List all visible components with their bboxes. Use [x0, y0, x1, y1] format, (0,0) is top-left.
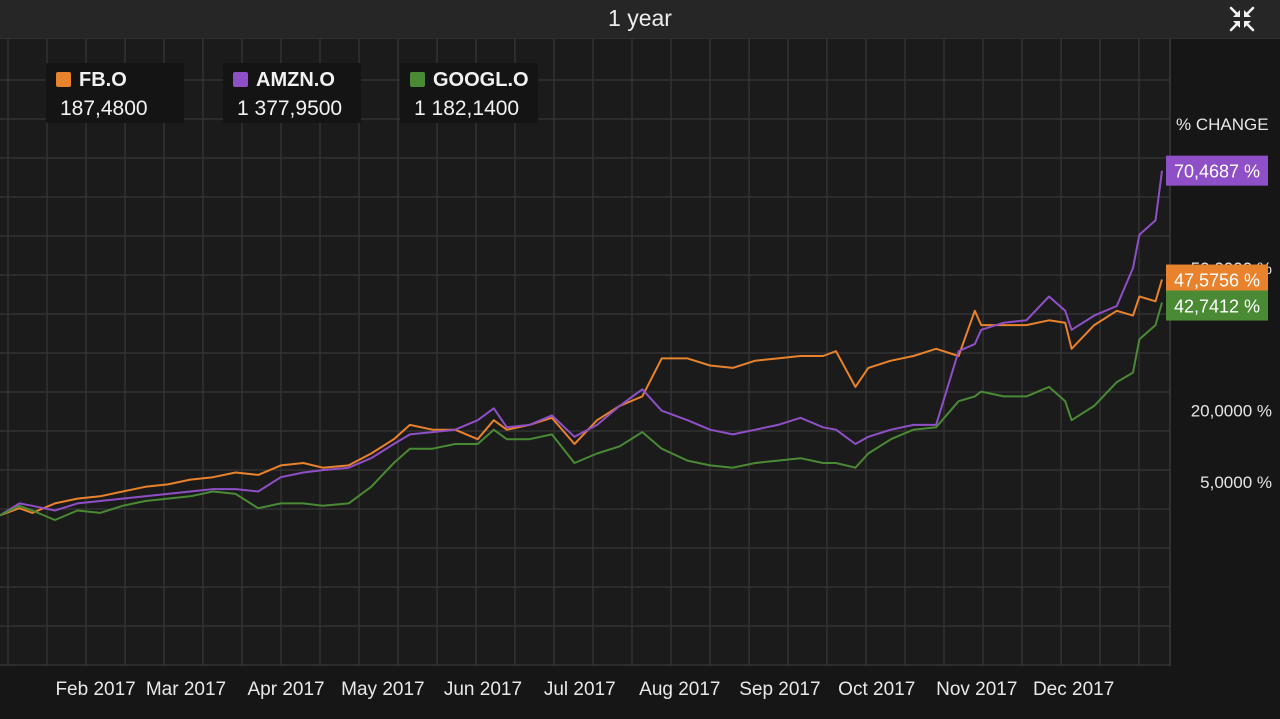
legend-swatch: [233, 72, 248, 87]
legend-item-googl[interactable]: GOOGL.O 1 182,1400: [400, 63, 538, 123]
x-tick-label: Dec 2017: [1033, 679, 1114, 700]
x-axis-ticks: Feb 2017 Mar 2017 Apr 2017 May 2017 Jun 2017…: [55, 679, 1114, 700]
legend-item-amzn[interactable]: AMZN.O 1 377,9500: [223, 63, 361, 123]
end-label-box: [1166, 264, 1268, 295]
x-tick-label: Feb 2017: [55, 679, 135, 700]
y-tick-label: 20,0000 %: [1191, 402, 1272, 421]
y-axis-title: % CHANGE: [1176, 115, 1269, 134]
legend-value: 1 377,9500: [237, 97, 343, 120]
legend-value: 1 182,1400: [414, 97, 520, 120]
end-label-box: [1166, 290, 1268, 321]
x-tick-label: Mar 2017: [146, 679, 226, 700]
x-tick-label: Nov 2017: [936, 679, 1017, 700]
x-tick-label: May 2017: [341, 679, 424, 700]
legend-ticker: AMZN.O: [256, 69, 335, 91]
x-tick-label: Oct 2017: [838, 679, 915, 700]
legend-item-fb[interactable]: FB.O 187,4800: [46, 63, 184, 123]
legend-swatch: [410, 72, 425, 87]
series-line-fb-o: [0, 279, 1163, 517]
legend-ticker: FB.O: [79, 69, 127, 91]
x-tick-label: Jul 2017: [544, 679, 616, 700]
legend-swatch: [56, 72, 71, 87]
x-tick-label: Aug 2017: [639, 679, 720, 700]
x-tick-label: Jun 2017: [444, 679, 522, 700]
end-label-box: [1166, 155, 1268, 186]
end-value-label: 47,5756 %: [1174, 271, 1260, 291]
end-value-labels: 70,4687 % 47,5756 % 42,7412 %: [1166, 155, 1268, 321]
x-tick-label: Apr 2017: [247, 679, 324, 700]
legend-value: 187,4800: [60, 97, 148, 120]
x-axis: [0, 666, 1280, 719]
grid: [0, 39, 1171, 666]
chart-header: 1 year: [0, 0, 1280, 39]
series-line-googl-o: [0, 302, 1163, 521]
y-tick-label: 5,0000 %: [1200, 473, 1272, 492]
end-value-label: 42,7412 %: [1174, 297, 1260, 317]
legend-ticker: GOOGL.O: [433, 69, 529, 91]
end-value-label: 70,4687 %: [1174, 162, 1260, 182]
period-title: 1 year: [608, 5, 672, 31]
x-tick-label: Sep 2017: [739, 679, 820, 700]
collapse-arrows-icon[interactable]: [1228, 5, 1256, 33]
series-lines: [0, 170, 1163, 521]
series-line-amzn-o: [0, 170, 1163, 517]
